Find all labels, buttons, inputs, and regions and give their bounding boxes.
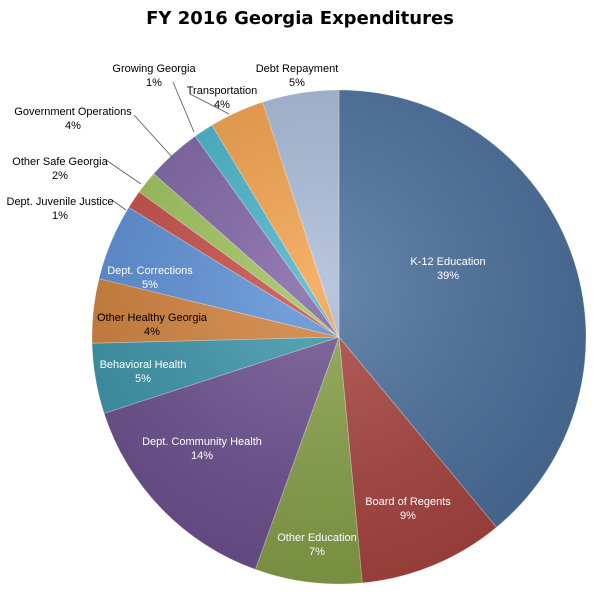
slice-label-name: Growing Georgia [112,63,196,75]
slice-label-name: Other Healthy Georgia [97,312,208,324]
slice-label-name: Dept. Corrections [107,265,193,277]
slice-label-percent: 4% [214,99,230,111]
slice-label-percent: 2% [52,170,68,182]
slice-label: Dept. Community Health 14% [142,436,262,462]
slice-label-name: Other Safe Georgia [12,156,108,168]
leader-line [189,93,230,115]
slice-label-percent: 39% [437,270,459,282]
slice-label: Other Education 7% [277,532,357,558]
slice-label-name: Dept. Juvenile Justice [7,196,114,208]
slice-label-percent: 1% [52,210,68,222]
slice-label-percent: 5% [289,77,305,89]
leader-line [172,81,195,133]
slice-label-name: Government Operations [14,106,132,118]
slice-label-name: Board of Regents [365,496,451,508]
slice-label: Other Healthy Georgia 4% [97,312,208,338]
slice-label-name: Behavioral Health [100,359,187,371]
slice-label: Debt Repayment 5% [256,63,339,89]
leader-line [105,159,142,185]
slice-label-percent: 4% [65,120,81,132]
slice-label-name: Dept. Community Health [142,436,262,448]
slice-label-name: Transportation [187,85,258,97]
slice-label-percent: 9% [400,510,416,522]
slice-label: Dept. Juvenile Justice 1% [7,196,114,222]
slice-label-percent: 7% [309,546,325,558]
leader-line [133,114,173,158]
slice-label: K-12 Education 39% [410,256,485,282]
slice-label: Growing Georgia 1% [112,63,196,89]
slice-label: Board of Regents 9% [365,496,451,522]
slice-label: Government Operations 4% [14,106,132,132]
slice-label: Behavioral Health 5% [100,359,187,385]
slice-label: Other Safe Georgia 2% [12,156,108,182]
slice-label-name: K-12 Education [410,256,485,268]
slice-label-percent: 5% [135,373,151,385]
slice-label-name: Debt Repayment [256,63,339,75]
slice-label: Dept. Corrections 5% [107,265,193,291]
slice-label-percent: 1% [146,77,162,89]
slice-label-percent: 14% [191,450,213,462]
slice-label: Transportation 4% [187,85,258,111]
leader-line [111,199,127,211]
slice-label-percent: 4% [144,326,160,338]
slice-label-name: Other Education [277,532,357,544]
slice-label-percent: 5% [142,279,158,291]
chart-title: FY 2016 Georgia Expenditures [146,8,454,29]
